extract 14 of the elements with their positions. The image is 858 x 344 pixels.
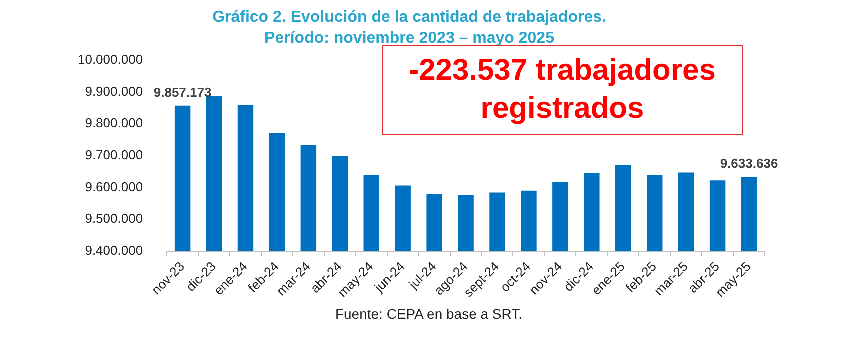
data-label: 9.633.636: [720, 156, 778, 172]
chart-title: Gráfico 2. Evolución de la cantidad de trabajadores.: [212, 9, 606, 26]
y-tick-label: 9.400.000: [85, 242, 144, 258]
annotation: -223.537 trabajadores registrados: [408, 53, 717, 127]
y-tick-label: 9.500.000: [85, 211, 144, 226]
y-tick-label: 9.700.000: [85, 147, 144, 162]
source-note: Fuente: CEPA en base a SRT.: [334, 306, 524, 322]
callout-box: -223.537 trabajadores registrados: [382, 45, 743, 135]
y-tick-label: 9.600.000: [85, 179, 144, 194]
chart-subtitle: Período: noviembre 2023 – mayo 2025: [264, 30, 555, 48]
data-label: 9.857.173: [154, 84, 212, 100]
y-tick-label: 9.900.000: [85, 84, 144, 99]
y-tick-label: 9.800.000: [85, 116, 144, 131]
y-tick-label: 10.000.000: [78, 52, 144, 67]
